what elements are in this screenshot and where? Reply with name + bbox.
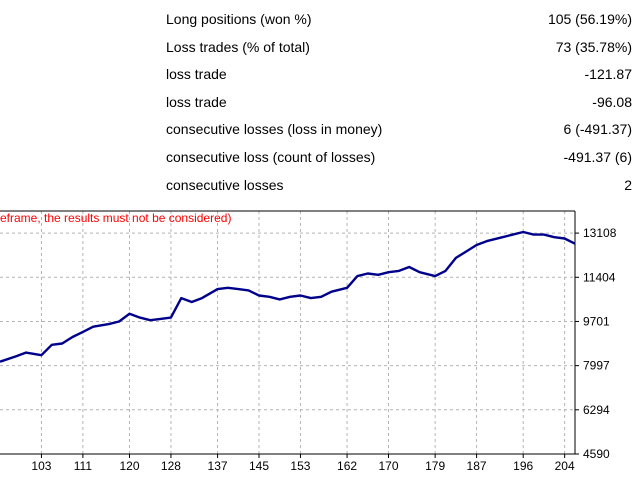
stat-label: consecutive losses <box>166 176 284 193</box>
stat-row: Loss trades (% of total) 73 (35.78%) <box>0 35 640 63</box>
stat-label: loss trade <box>166 93 227 110</box>
stat-value: -121.87 <box>584 66 632 83</box>
stat-row: loss trade -121.87 <box>0 62 640 90</box>
stat-value: 6 (-491.37) <box>563 121 632 138</box>
series <box>0 230 576 363</box>
x-tick-label: 137 <box>208 459 228 473</box>
balance-chart: 103 111 120 128 137 145 153 162 170 179 187 196 204 1… <box>0 200 640 480</box>
stat-label: consecutive losses (loss in money) <box>166 121 383 138</box>
stat-label: consecutive loss (count of losses) <box>166 148 376 165</box>
stat-row: loss trade -96.08 <box>0 90 640 118</box>
x-tick-label: 204 <box>555 459 575 473</box>
x-tick-label: 170 <box>378 459 398 473</box>
x-tick-label: 103 <box>31 459 51 473</box>
x-tick-label: 145 <box>249 459 269 473</box>
stat-value: -491.37 (6) <box>563 148 632 165</box>
y-tick-label: 4590 <box>583 447 610 461</box>
stats-table: Long positions (won %) 105 (56.19%) Loss… <box>0 7 640 200</box>
y-tick-label: 9701 <box>583 314 610 328</box>
x-tick-label: 120 <box>119 459 139 473</box>
x-tick-label: 187 <box>467 459 487 473</box>
x-tick-label: 153 <box>290 459 310 473</box>
x-tick-label: 196 <box>513 459 533 473</box>
axes: 103 111 120 128 137 145 153 162 170 179 187 196 204 1… <box>31 226 616 473</box>
stat-label: Long positions (won %) <box>166 11 312 27</box>
y-tick-label: 13108 <box>583 226 617 240</box>
stat-label: Loss trades (% of total) <box>166 38 310 55</box>
stat-row: Long positions (won %) 105 (56.19%) <box>0 7 640 35</box>
x-tick-label: 179 <box>425 459 445 473</box>
y-tick-label: 7997 <box>583 359 610 373</box>
stat-row: consecutive losses (loss in money) 6 (-4… <box>0 117 640 145</box>
x-tick-label: 111 <box>74 459 93 473</box>
stat-value: 2 <box>624 176 632 193</box>
stat-row: consecutive loss (count of losses) -491.… <box>0 145 640 173</box>
y-tick-label: 11404 <box>583 270 616 284</box>
x-tick-label: 162 <box>337 459 357 473</box>
stat-value: -96.08 <box>592 93 632 110</box>
stat-label: loss trade <box>166 66 227 83</box>
stat-value: 73 (35.78%) <box>555 38 632 55</box>
x-tick-label: 128 <box>161 459 181 473</box>
equity-line <box>0 230 576 363</box>
chart-title: eframe, the results must not be consider… <box>0 211 231 225</box>
plot-background <box>0 211 575 454</box>
balance-chart-svg: 103 111 120 128 137 145 153 162 170 179 187 196 204 1… <box>0 210 617 473</box>
stat-row: consecutive losses 2 <box>0 173 640 201</box>
stat-value: 105 (56.19%) <box>547 11 632 27</box>
y-tick-label: 6294 <box>583 403 610 417</box>
